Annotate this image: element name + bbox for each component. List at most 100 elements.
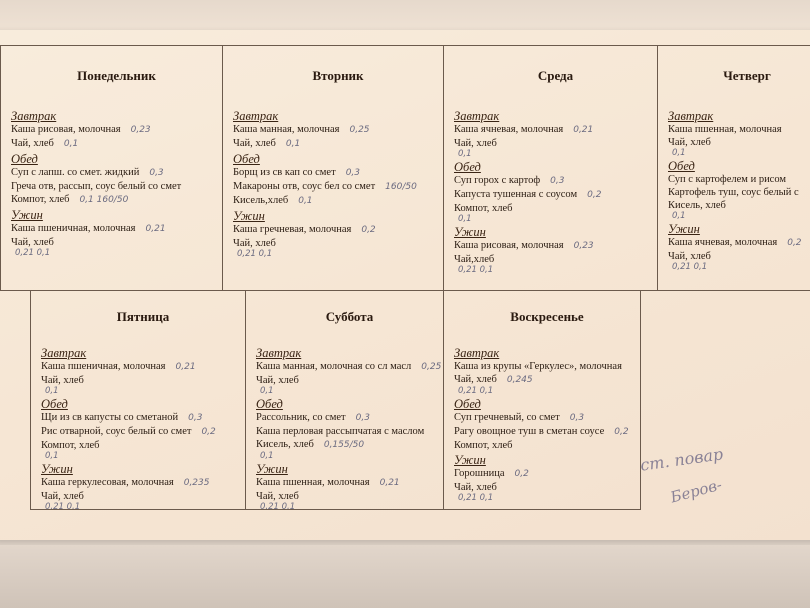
menu-item: Суп с лапш. со смет. жидкий 0,3	[11, 166, 222, 180]
meal-label: Завтрак	[41, 346, 87, 360]
item-name: Каша геркулесовая, молочная	[41, 477, 174, 488]
handwritten-note: 0,21 0,1	[458, 386, 494, 396]
item-name: Каша рисовая, молочная	[11, 124, 121, 135]
day-cell: Воскресенье Завтрак Каша из крупы «Геркуле…	[443, 290, 641, 510]
handwritten-portion: 0,1	[298, 196, 313, 206]
day-cell: Вторник Завтрак Каша манная, молочная 0,25 Ч…	[222, 45, 444, 291]
item-name: Суп с картофелем и рисом	[668, 174, 787, 185]
item-name: Чай, хлеб	[41, 491, 84, 502]
menu-item: Каша ячневая, молочная 0,2	[668, 236, 810, 250]
menu-item: Каша пшеничная, молочная 0,21	[41, 360, 245, 374]
handwritten-portion: 0,3	[188, 413, 203, 423]
meal-label: Ужин	[41, 462, 73, 476]
handwritten-note: 0,21 0,1	[45, 502, 81, 510]
handwritten-note: 0,1	[672, 148, 686, 158]
menu-item: Рагу овощное туш в сметан соусе 0,2	[454, 425, 640, 439]
handwritten-note: 0,1	[45, 451, 59, 461]
handwritten-portion: 0,1 160/50	[79, 195, 129, 205]
item-name: Рассольник, со смет	[256, 412, 346, 423]
item-name: Каша пшеничная, молочная	[41, 361, 166, 372]
item-name: Чай, хлеб	[454, 138, 497, 149]
menu-item: Каша геркулесовая, молочная 0,235	[41, 476, 245, 490]
handwritten-note: 0,21 0,1	[672, 262, 708, 272]
menu-item: Макароны отв, соус бел со смет 160/50	[233, 180, 443, 194]
item-name: Чай,хлеб	[454, 254, 495, 265]
item-name: Компот, хлеб	[41, 440, 100, 451]
item-name: Каша гречневая, молочная	[233, 224, 352, 235]
menu-item: Чай, хлеб	[11, 236, 222, 249]
menu-item: Каша манная, молочная 0,25	[233, 123, 443, 137]
menu-item: Рассольник, со смет 0,3	[256, 411, 443, 425]
meal-label: Обед	[668, 159, 695, 173]
handwritten-portion: 0,23	[130, 125, 151, 135]
item-name: Суп с лапш. со смет. жидкий	[11, 167, 140, 178]
meal-label: Обед	[256, 397, 283, 411]
menu-item: Каша ячневая, молочная 0,21	[454, 123, 657, 137]
item-name: Компот, хлеб	[454, 440, 513, 451]
menu-sheet	[0, 30, 810, 540]
menu-item: Кисель, хлеб 0,155/50	[256, 438, 443, 452]
item-name: Суп горох с картоф	[454, 175, 541, 186]
meal-label: Ужин	[256, 462, 288, 476]
handwritten-portion: 0,2	[361, 225, 376, 235]
handwritten-portion: 0,21	[145, 224, 166, 234]
item-name: Чай, хлеб	[11, 237, 54, 248]
item-name: Каша пшенная, молочная	[668, 124, 782, 135]
menu-item: Каша перловая рассыпчатая с маслом	[256, 425, 443, 438]
handwritten-portion: 0,2	[614, 427, 629, 437]
handwritten-note: 0,1	[45, 386, 59, 396]
meal-label: Завтрак	[233, 109, 279, 123]
menu-item: Каша из крупы «Геркулес», молочная	[454, 360, 640, 373]
handwritten-portion: 0,25	[421, 362, 442, 372]
item-name: Чай, хлеб	[233, 138, 276, 149]
menu-item: Каша пшенная, молочная	[668, 123, 810, 136]
item-name: Каша ячневая, молочная	[454, 124, 564, 135]
handwritten-portion: 0,1	[285, 139, 301, 149]
handwritten-portion: 0,155/50	[323, 440, 365, 450]
item-name: Каша пшеничная, молочная	[11, 223, 136, 234]
meal-label: Завтрак	[454, 109, 500, 123]
handwritten-note: 0,1	[260, 386, 274, 396]
item-name: Щи из св капусты со сметаной	[41, 412, 179, 423]
item-name: Чай, хлеб	[41, 375, 84, 386]
item-name: Каша рисовая, молочная	[454, 240, 564, 251]
day-title: Воскресенье	[510, 309, 584, 324]
day-title: Суббота	[325, 309, 374, 324]
menu-item: Чай, хлеб 0,1	[233, 137, 443, 151]
handwritten-portion: 0,235	[183, 478, 210, 488]
menu-item: Компот, хлеб	[41, 439, 245, 452]
item-name: Каша перловая рассыпчатая с маслом	[256, 426, 425, 437]
handwritten-note: 0,21 0,1	[458, 493, 494, 503]
menu-item: Чай,хлеб	[454, 253, 657, 266]
handwritten-portion: 0,3	[149, 168, 164, 178]
day-title: Понедельник	[77, 68, 156, 83]
item-name: Каша из крупы «Геркулес», молочная	[454, 361, 622, 372]
menu-item: Рис отварной, соус белый со смет 0,2	[41, 425, 245, 439]
menu-item: Капуста тушенная с соусом 0,2	[454, 188, 657, 202]
item-name: Борщ из св кап со смет	[233, 167, 336, 178]
meal-label: Обед	[11, 152, 38, 166]
day-cell: Суббота Завтрак Каша манная, молочная со с…	[245, 290, 444, 510]
meal-label: Завтрак	[454, 346, 500, 360]
menu-item: Борщ из св кап со смет 0,3	[233, 166, 443, 180]
menu-item: Чай, хлеб	[454, 137, 657, 150]
meal-label: Ужин	[11, 208, 43, 222]
item-name: Капуста тушенная с соусом	[454, 189, 578, 200]
wall-top	[0, 0, 810, 32]
menu-item: Компот, хлеб 0,1 160/50	[11, 193, 222, 207]
handwritten-note: 0,1	[458, 149, 472, 159]
item-name: Чай, хлеб	[11, 138, 54, 149]
meal-label: Ужин	[233, 209, 265, 223]
handwritten-portion: 0,25	[349, 125, 370, 135]
handwritten-portion: 0,245	[506, 375, 533, 385]
item-name: Чай, хлеб	[454, 374, 497, 385]
menu-item: Чай, хлеб 0,1	[11, 137, 222, 151]
handwritten-portion: 0,23	[573, 241, 594, 251]
handwritten-portion: 0,3	[355, 413, 370, 423]
menu-item: Каша рисовая, молочная 0,23	[11, 123, 222, 137]
menu-item: Суп с картофелем и рисом	[668, 173, 810, 186]
handwritten-portion: 0,21	[379, 478, 400, 488]
handwritten-note: 0,1	[672, 211, 686, 221]
handwritten-note: 0,1	[260, 451, 274, 461]
day-cell: Четверг Завтрак Каша пшенная, молочная Чай,…	[657, 45, 810, 291]
